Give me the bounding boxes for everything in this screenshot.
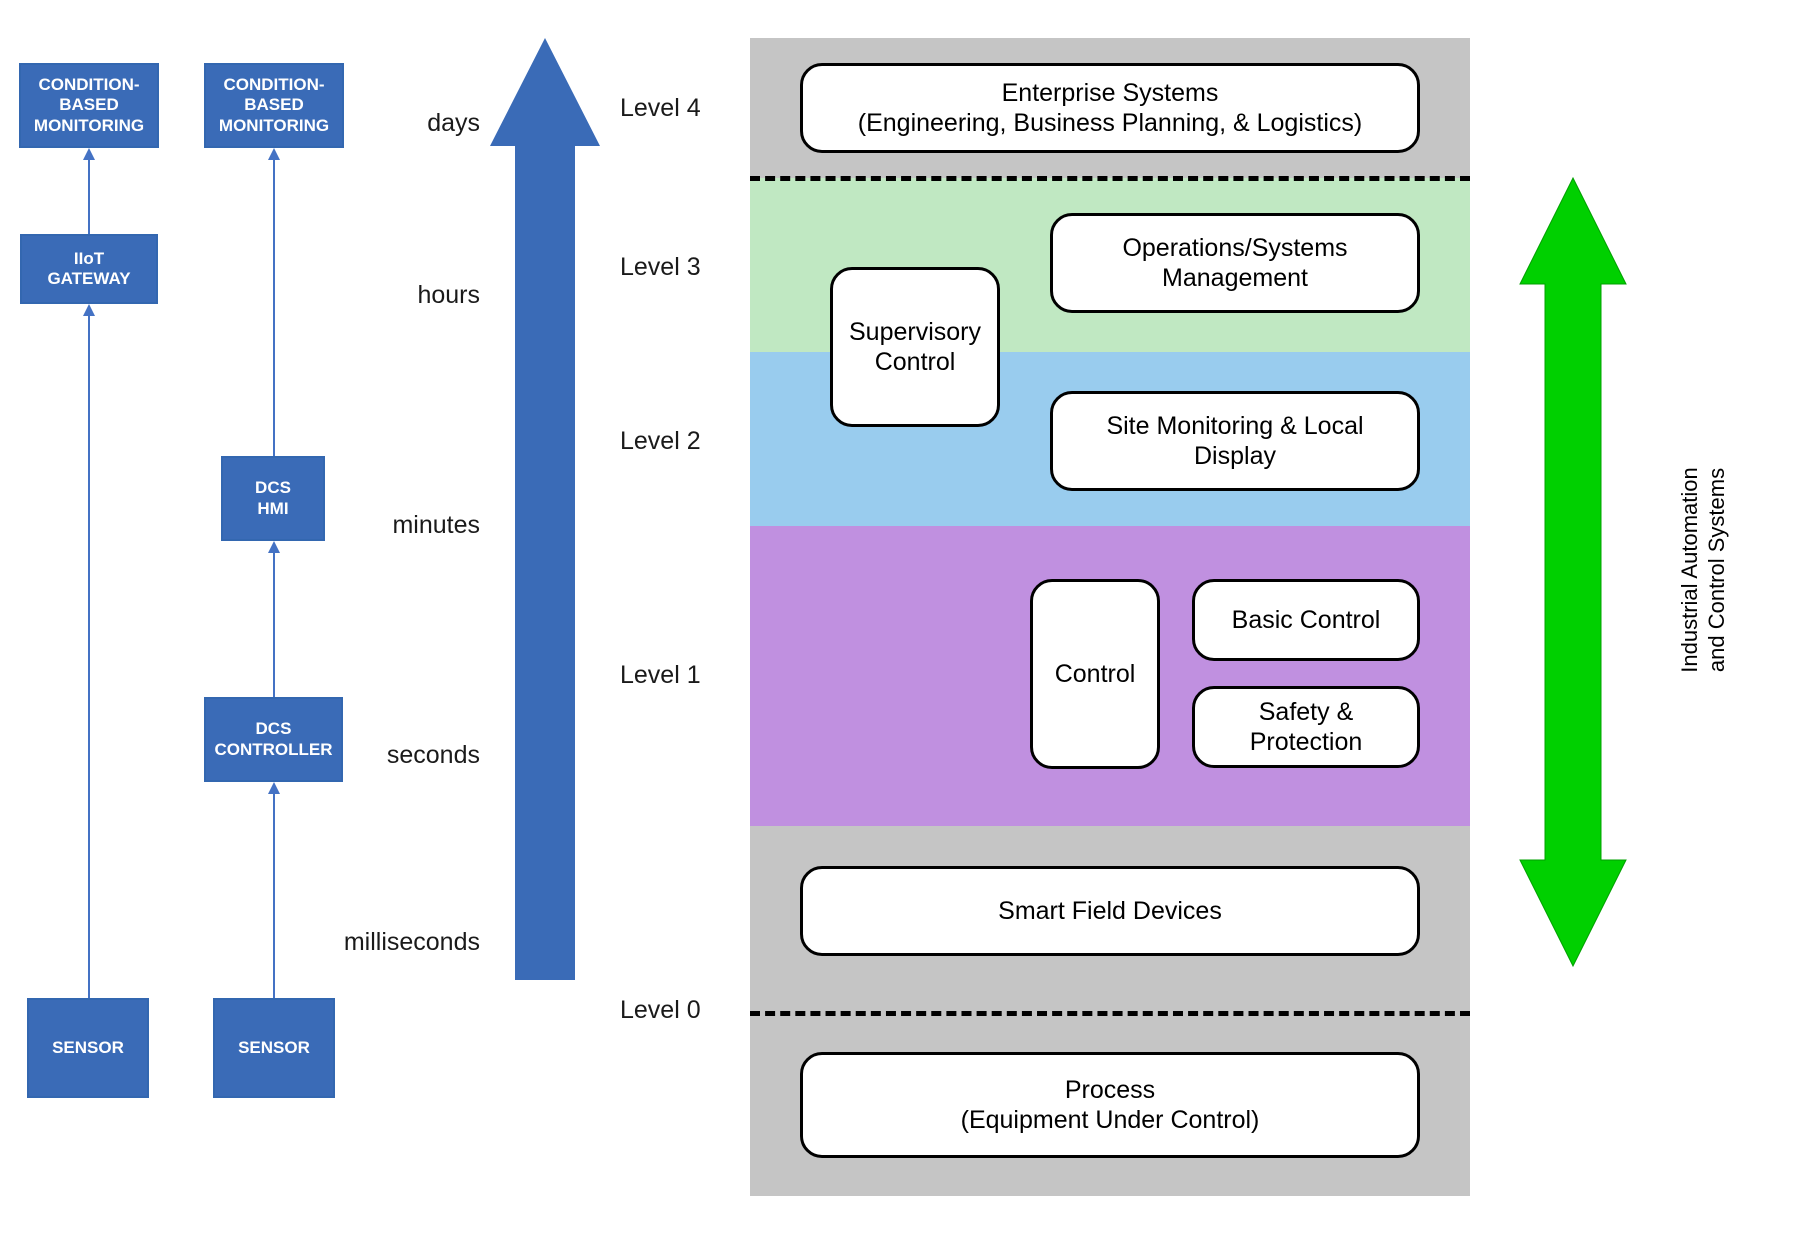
time-label-2: minutes [370,505,480,545]
rnode-site: Site Monitoring & Local Display [1050,391,1420,491]
time-label-0: days [370,103,480,143]
level-label-1: Level 3 [620,247,740,287]
rnode-sup: SupervisoryControl [830,267,1000,427]
diagram-stage: SENSOR IIoT GATEWAY CONDITION-BASEDMONITOR… [0,0,1800,1247]
node-cbm2: CONDITION-BASEDMONITORING [204,63,344,148]
arrow-gateway-to-cbm1 [79,148,99,234]
time-label-1: hours [370,275,480,315]
arrow-dcshmi-to-cbm2 [264,148,284,456]
node-cbm1: CONDITION-BASEDMONITORING [19,63,159,148]
rnode-smart: Smart Field Devices [800,866,1420,956]
node-sensor1: SENSOR [27,998,149,1098]
level-label-3: Level 1 [620,655,740,695]
arrow-dcsctrl-to-dcshmi [264,541,284,697]
rnode-ops: Operations/SystemsManagement [1050,213,1420,313]
dashed-0 [750,176,1470,181]
time-big-arrow [490,38,600,980]
rnode-process: Process(Equipment Under Control) [800,1052,1420,1158]
arrow-sensor1-to-gateway [79,304,99,998]
side-label-wrap: Industrial Automationand Control Systems [1588,340,1800,800]
node-gateway: IIoT GATEWAY [20,234,158,304]
level-label-0: Level 4 [620,88,740,128]
level-label-4: Level 0 [620,990,740,1030]
node-sensor2: SENSOR [213,998,335,1098]
side-label: Industrial Automationand Control Systems [1588,340,1800,800]
rnode-control: Control [1030,579,1160,769]
dashed-1 [750,1011,1470,1016]
arrow-sensor2-to-dcsctrl [264,782,284,998]
rnode-safety: Safety & Protection [1192,686,1420,768]
node-dcshmi: DCSHMI [221,456,325,541]
time-label-4: milliseconds [312,922,480,962]
rnode-basic: Basic Control [1192,579,1420,661]
rnode-enterprise: Enterprise Systems(Engineering, Business… [800,63,1420,153]
time-label-3: seconds [370,735,480,775]
node-dcsctrl: DCSCONTROLLER [204,697,343,782]
level-label-2: Level 2 [620,421,740,461]
